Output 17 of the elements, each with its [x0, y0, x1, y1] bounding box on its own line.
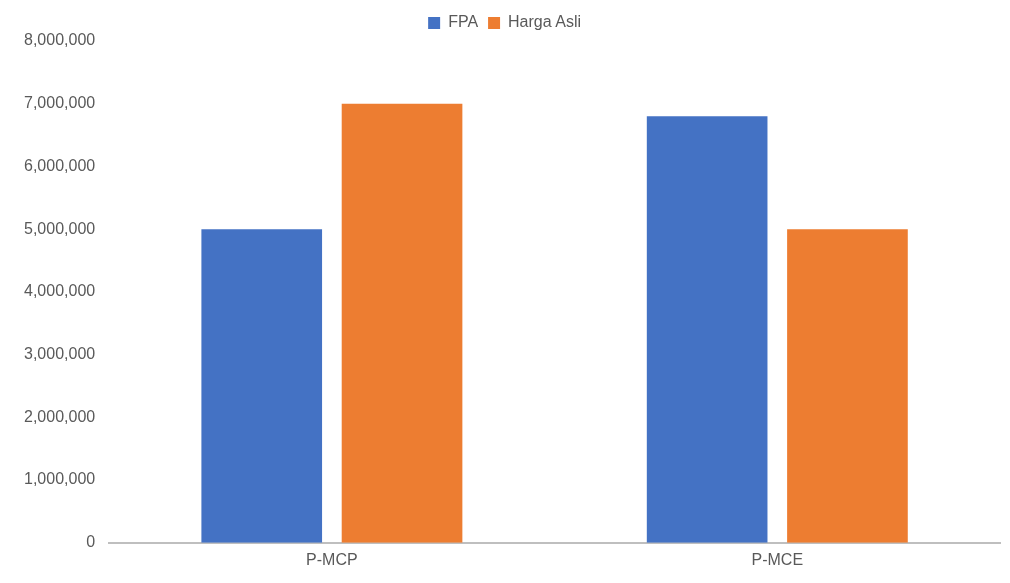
y-tick-label: 5,000,000	[23, 219, 96, 237]
y-tick-label: 3,000,000	[23, 345, 96, 363]
bar	[341, 103, 463, 543]
x-tick-label: P-MCP	[306, 550, 358, 568]
y-tick-label: 6,000,000	[23, 156, 96, 174]
bar	[787, 229, 908, 543]
y-tick-label: 0	[86, 533, 96, 551]
x-tick-label: P-MCE	[751, 550, 804, 568]
legend-label: FPA	[448, 13, 479, 31]
y-tick-label: 1,000,000	[23, 470, 96, 488]
legend-label: Harga Asli	[508, 13, 581, 31]
y-tick-label: 4,000,000	[23, 282, 96, 300]
bar	[201, 229, 323, 543]
y-tick-label: 2,000,000	[23, 407, 96, 425]
bar	[646, 116, 768, 543]
y-tick-label: 7,000,000	[23, 94, 96, 112]
y-tick-label: 8,000,000	[23, 31, 96, 49]
